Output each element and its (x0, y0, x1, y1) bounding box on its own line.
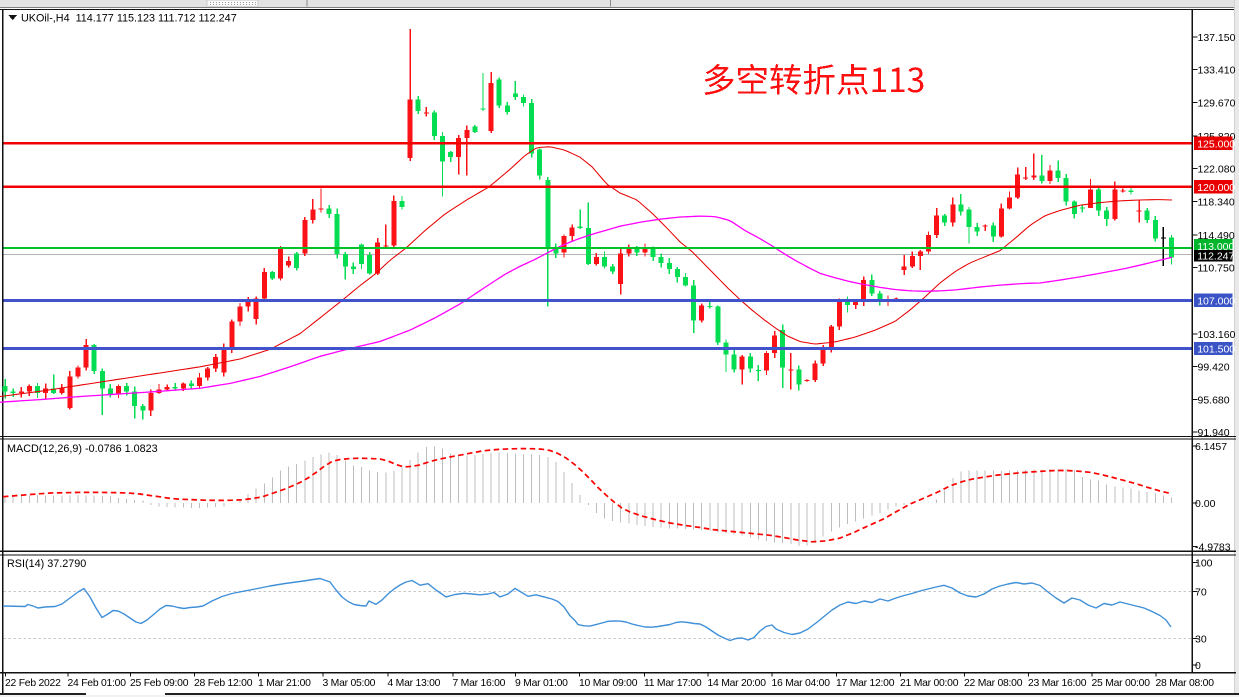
svg-text:30: 30 (1195, 634, 1207, 646)
svg-text:23 Mar 16:00: 23 Mar 16:00 (1028, 678, 1087, 689)
svg-text:17 Mar 12:00: 17 Mar 12:00 (836, 678, 895, 689)
svg-text:95.680: 95.680 (1198, 394, 1230, 406)
svg-text:10 Mar 09:00: 10 Mar 09:00 (579, 678, 638, 689)
svg-text:4 Mar 13:00: 4 Mar 13:00 (388, 678, 441, 689)
svg-text:14 Mar 20:00: 14 Mar 20:00 (708, 678, 767, 689)
svg-text:25 Feb 09:00: 25 Feb 09:00 (130, 678, 189, 689)
svg-text:99.420: 99.420 (1198, 362, 1230, 374)
svg-text:100: 100 (1195, 558, 1213, 570)
svg-text:103.160: 103.160 (1198, 329, 1236, 341)
svg-text:120.000: 120.000 (1197, 182, 1235, 194)
svg-text:0: 0 (1195, 660, 1201, 672)
svg-text:6.1457: 6.1457 (1195, 441, 1227, 453)
svg-text:16 Mar 04:00: 16 Mar 04:00 (772, 678, 831, 689)
svg-text:3 Mar 05:00: 3 Mar 05:00 (323, 678, 376, 689)
svg-text:22 Mar 08:00: 22 Mar 08:00 (964, 678, 1023, 689)
svg-text:0.00: 0.00 (1195, 498, 1216, 510)
svg-text:122.080: 122.080 (1198, 164, 1236, 176)
svg-text:70: 70 (1195, 587, 1207, 599)
svg-text:133.410: 133.410 (1198, 65, 1236, 77)
svg-text:129.670: 129.670 (1198, 97, 1236, 109)
svg-text:125.000: 125.000 (1197, 138, 1235, 150)
svg-text:110.750: 110.750 (1198, 263, 1235, 275)
svg-text:101.500: 101.500 (1197, 344, 1235, 356)
svg-text:107.000: 107.000 (1197, 296, 1235, 308)
svg-text:22 Feb 2022: 22 Feb 2022 (5, 678, 61, 689)
svg-text:114.490: 114.490 (1198, 230, 1235, 242)
svg-text:28 Feb 12:00: 28 Feb 12:00 (194, 678, 253, 689)
svg-text:28 Mar 08:00: 28 Mar 08:00 (1156, 678, 1215, 689)
svg-text:21 Mar 00:00: 21 Mar 00:00 (900, 678, 959, 689)
svg-text:112.247: 112.247 (1197, 250, 1234, 262)
svg-text:91.940: 91.940 (1198, 427, 1230, 439)
svg-text:25 Mar 00:00: 25 Mar 00:00 (1092, 678, 1151, 689)
svg-text:UKOil-,H4 114.177 115.123 111: UKOil-,H4 114.177 115.123 111.712 112.24… (21, 12, 237, 24)
svg-text:137.150: 137.150 (1198, 32, 1236, 44)
svg-text:-4.9783: -4.9783 (1195, 542, 1231, 554)
svg-text:11 Mar 17:00: 11 Mar 17:00 (644, 678, 702, 689)
svg-text:MACD(12,26,9) -0.0786 1.0823: MACD(12,26,9) -0.0786 1.0823 (7, 443, 158, 455)
svg-text:1 Mar 21:00: 1 Mar 21:00 (258, 678, 311, 689)
svg-text:24 Feb 01:00: 24 Feb 01:00 (68, 678, 127, 689)
svg-text:9 Mar 01:00: 9 Mar 01:00 (515, 678, 568, 689)
svg-text:7 Mar 16:00: 7 Mar 16:00 (453, 678, 506, 689)
svg-text:118.340: 118.340 (1198, 196, 1235, 208)
svg-text:RSI(14) 37.2790: RSI(14) 37.2790 (7, 558, 86, 570)
